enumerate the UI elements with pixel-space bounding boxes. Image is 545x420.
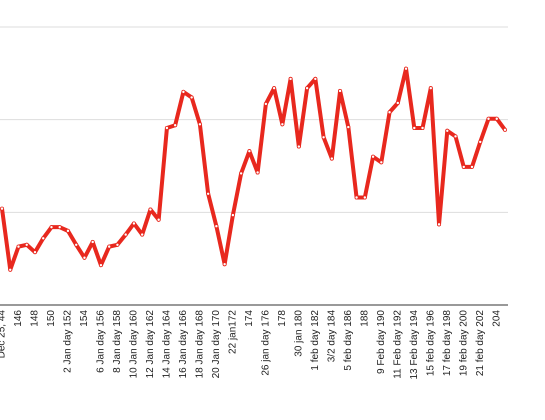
x-tick-label: 204 bbox=[491, 310, 502, 327]
x-tick-label: 15 feb day 196 bbox=[425, 310, 436, 377]
x-tick-label: 22 jan172 bbox=[228, 310, 239, 354]
point bbox=[272, 86, 277, 91]
point bbox=[412, 126, 417, 131]
point bbox=[329, 156, 334, 161]
point bbox=[486, 116, 491, 121]
point bbox=[148, 207, 153, 212]
point bbox=[502, 127, 507, 132]
point bbox=[197, 122, 202, 127]
point bbox=[206, 191, 211, 196]
point bbox=[131, 221, 136, 226]
x-tick-label: 1 feb day 182 bbox=[310, 310, 321, 371]
point bbox=[189, 95, 194, 100]
point bbox=[24, 242, 29, 247]
x-tick-label: 14 Jan day 164 bbox=[162, 310, 173, 379]
x-tick-label: 174 bbox=[244, 310, 255, 327]
point bbox=[107, 244, 112, 249]
point bbox=[49, 225, 54, 230]
point bbox=[173, 123, 178, 128]
point bbox=[404, 66, 409, 71]
point bbox=[98, 263, 103, 268]
x-tick-label: 3/2 day 184 bbox=[326, 310, 337, 363]
point bbox=[156, 217, 161, 222]
x-tick-label: 21 feb day 202 bbox=[475, 310, 486, 377]
point bbox=[494, 116, 499, 121]
point bbox=[0, 206, 4, 211]
point bbox=[90, 239, 95, 244]
point bbox=[181, 89, 186, 94]
point bbox=[164, 126, 169, 131]
point bbox=[288, 76, 293, 81]
x-tick-label: 18 Jan day 168 bbox=[195, 310, 206, 379]
point bbox=[338, 88, 343, 93]
point bbox=[123, 232, 128, 237]
point bbox=[445, 128, 450, 133]
point bbox=[65, 228, 70, 233]
x-tick-label: 30 jan 180 bbox=[293, 310, 304, 357]
x-tick-label: Dec 25, 44 bbox=[0, 310, 8, 359]
point bbox=[453, 134, 458, 139]
point bbox=[470, 164, 475, 169]
x-tick-label: 9 Feb day 190 bbox=[376, 310, 387, 374]
x-tick-label: 20 Jan day 170 bbox=[211, 310, 222, 379]
point bbox=[371, 154, 376, 159]
x-tick-label: 146 bbox=[13, 310, 24, 327]
x-tick-label: 12 Jan day 162 bbox=[145, 310, 156, 379]
point bbox=[478, 139, 483, 144]
x-tick-label: 16 Jan day 166 bbox=[178, 310, 189, 379]
point bbox=[82, 255, 87, 260]
point bbox=[247, 149, 252, 154]
point bbox=[461, 164, 466, 169]
x-tick-label: 19 feb day 200 bbox=[458, 310, 469, 377]
point bbox=[214, 224, 219, 229]
point bbox=[346, 125, 351, 130]
x-tick-label: 11 Feb day 192 bbox=[392, 310, 403, 379]
point bbox=[41, 236, 46, 241]
point bbox=[387, 110, 392, 115]
point bbox=[280, 122, 285, 127]
point bbox=[74, 242, 79, 247]
x-tick-label: 150 bbox=[46, 310, 57, 327]
point bbox=[115, 242, 120, 247]
line-series bbox=[0, 66, 507, 272]
x-tick-label: 10 Jan day 160 bbox=[129, 310, 140, 379]
point bbox=[263, 101, 268, 106]
point bbox=[140, 232, 145, 237]
point bbox=[239, 171, 244, 176]
x-tick-label: 2 Jan day 152 bbox=[63, 310, 74, 373]
point bbox=[379, 160, 384, 165]
point bbox=[8, 267, 13, 272]
point bbox=[230, 213, 235, 218]
x-tick-label: 17 feb day 198 bbox=[442, 310, 453, 377]
x-tick-label: 26 jan day 176 bbox=[261, 310, 272, 376]
point bbox=[313, 76, 318, 81]
x-tick-label: 154 bbox=[79, 310, 90, 327]
point bbox=[428, 86, 433, 91]
x-tick-label: 8 Jan day 158 bbox=[112, 310, 123, 373]
x-tick-label: 6 Jan day 156 bbox=[96, 310, 107, 373]
x-tick-label: 148 bbox=[30, 310, 41, 327]
point bbox=[321, 135, 326, 140]
point bbox=[362, 195, 367, 200]
point bbox=[395, 100, 400, 105]
point bbox=[57, 225, 62, 230]
x-tick-label: 5 feb day 186 bbox=[343, 310, 354, 371]
point bbox=[305, 86, 310, 91]
point bbox=[222, 262, 227, 267]
point bbox=[32, 250, 37, 255]
x-tick-label: 13 Feb day 194 bbox=[409, 310, 420, 380]
point bbox=[354, 195, 359, 200]
x-tick-label: 178 bbox=[277, 310, 288, 327]
point bbox=[437, 222, 442, 227]
point bbox=[296, 144, 301, 149]
x-tick-label: 188 bbox=[359, 310, 370, 327]
point bbox=[420, 126, 425, 131]
point bbox=[16, 244, 21, 249]
point bbox=[255, 170, 260, 175]
